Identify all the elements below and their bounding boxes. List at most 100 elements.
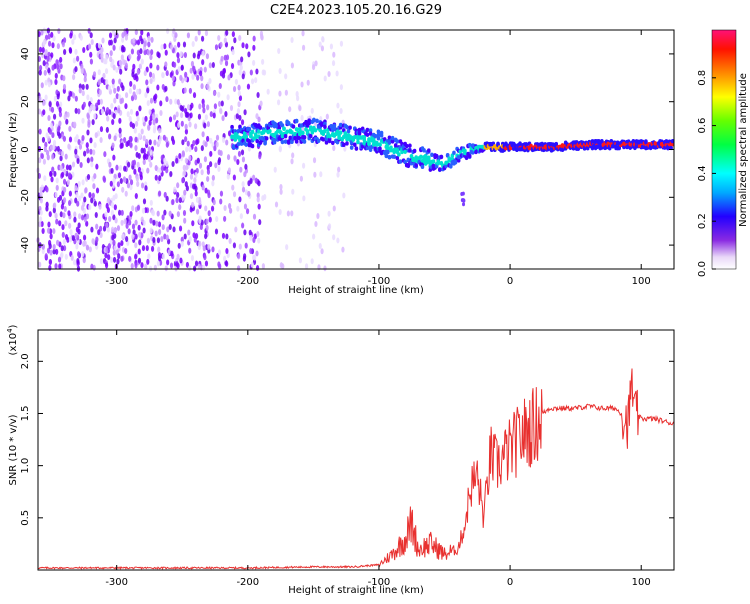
heatmap-cell <box>149 161 153 168</box>
heatmap-cell <box>132 37 136 44</box>
colorbar-gradient <box>711 29 737 270</box>
heatmap-cell <box>244 142 249 147</box>
heatmap-cell <box>337 135 341 141</box>
heatmap-cell <box>206 83 210 90</box>
heatmap-cell <box>346 128 351 134</box>
heatmap-cell <box>112 44 116 51</box>
heatmap-cell <box>121 36 125 43</box>
heatmap-cell <box>112 249 116 256</box>
heatmap-cell <box>48 243 52 250</box>
heatmap-cell <box>253 132 258 137</box>
heatmap-cell <box>46 154 50 161</box>
heatmap-cell <box>47 67 51 74</box>
heatmap-cell <box>155 117 159 124</box>
heatmap-cell <box>211 62 215 69</box>
heatmap-cell <box>176 52 180 59</box>
heatmap-cell <box>111 142 115 149</box>
heatmap-cell <box>193 177 197 184</box>
heatmap-cell <box>302 135 307 140</box>
heatmap-cell <box>182 209 187 216</box>
heatmap-x-tick-label: 0 <box>507 276 513 287</box>
heatmap-cell <box>52 35 56 42</box>
heatmap-cell <box>200 145 204 152</box>
heatmap-cell <box>288 135 293 141</box>
heatmap-cell <box>376 132 381 138</box>
heatmap-cell <box>198 240 202 247</box>
heatmap-cell <box>59 56 63 63</box>
heatmap-cell <box>437 167 442 172</box>
heatmap-cell <box>74 185 78 192</box>
heatmap-cell <box>103 58 107 65</box>
heatmap-cell <box>257 116 261 123</box>
heatmap-cell <box>43 146 47 153</box>
heatmap-cell <box>294 127 299 132</box>
heatmap-cell <box>398 159 403 164</box>
heatmap-cell <box>149 199 153 206</box>
heatmap-cell <box>180 64 184 71</box>
heatmap-cell <box>214 162 218 169</box>
heatmap-cell <box>241 181 245 188</box>
heatmap-cell <box>113 244 117 251</box>
heatmap-cell <box>112 177 116 184</box>
heatmap-cell <box>243 229 247 236</box>
heatmap-cell <box>397 152 401 157</box>
heatmap-cell <box>41 248 45 255</box>
heatmap-cell <box>118 164 123 171</box>
heatmap-cell <box>234 78 239 85</box>
heatmap-cell <box>223 37 227 44</box>
heatmap-cell <box>310 107 314 114</box>
heatmap-cell <box>189 112 193 119</box>
heatmap-cell <box>243 253 247 260</box>
heatmap-cell <box>353 142 357 147</box>
heatmap-cell <box>50 176 54 183</box>
heatmap-cell <box>72 34 77 41</box>
heatmap-cell <box>404 143 409 149</box>
heatmap-cell <box>218 83 222 90</box>
heatmap-cell <box>62 245 67 252</box>
heatmap-cell <box>178 225 183 232</box>
heatmap-cell <box>261 129 266 134</box>
heatmap-cell <box>37 145 42 152</box>
heatmap-cell <box>206 104 210 111</box>
heatmap-cell <box>230 134 234 140</box>
heatmap-cell <box>252 237 256 244</box>
heatmap-cell <box>186 32 191 39</box>
heatmap-cell <box>163 209 167 216</box>
heatmap-cell <box>345 141 349 146</box>
heatmap-cell <box>240 119 245 126</box>
heatmap-cell <box>200 75 204 82</box>
heatmap-cell <box>161 214 165 221</box>
heatmap-cell <box>145 245 149 252</box>
heatmap-cell <box>273 166 277 173</box>
heatmap-cell <box>219 108 223 115</box>
heatmap-cell <box>136 88 140 95</box>
heatmap-cell <box>315 118 319 123</box>
heatmap-cell <box>86 94 90 101</box>
heatmap-cell <box>102 225 107 232</box>
snr-x-label: Height of straight line (km) <box>288 585 424 596</box>
heatmap-cell <box>48 101 52 108</box>
heatmap-cell <box>375 142 379 147</box>
heatmap-cell <box>103 151 107 158</box>
heatmap-cell <box>186 104 191 111</box>
heatmap-cell <box>174 98 178 105</box>
heatmap-cell <box>260 34 264 41</box>
heatmap-cell <box>125 141 129 148</box>
heatmap-cell <box>94 132 98 139</box>
heatmap-cell <box>117 107 121 114</box>
heatmap-cell <box>68 190 72 197</box>
heatmap-cell <box>338 122 343 128</box>
heatmap-cell <box>50 106 55 113</box>
snr-x-tick-label: -200 <box>236 577 259 588</box>
heatmap-cell <box>219 198 223 205</box>
heatmap-cell <box>135 175 139 182</box>
heatmap-cell <box>49 122 53 129</box>
heatmap-cell <box>182 164 186 171</box>
heatmap-cell <box>90 197 94 204</box>
heatmap-cell <box>38 128 42 135</box>
heatmap-cell <box>55 218 59 225</box>
heatmap-cell <box>255 68 259 75</box>
heatmap-cell <box>99 98 103 105</box>
heatmap-cell <box>160 165 165 172</box>
heatmap-cell <box>196 74 200 81</box>
